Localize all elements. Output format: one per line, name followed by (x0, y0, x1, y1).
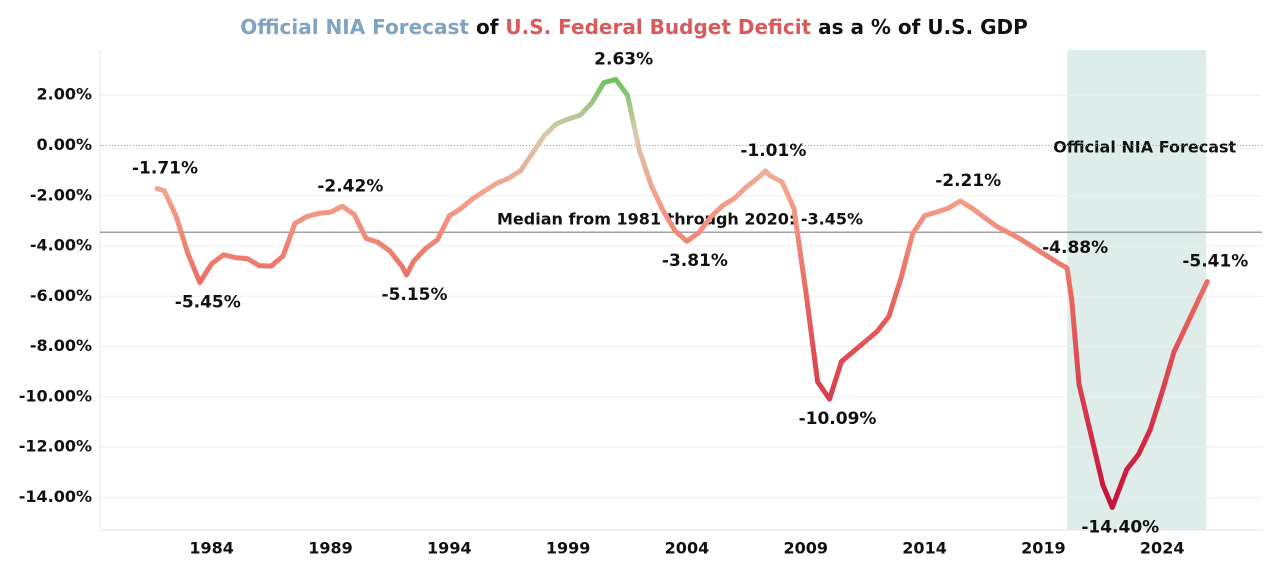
x-tick-label: 1989 (308, 539, 353, 558)
data-label: -1.01% (740, 141, 806, 161)
x-tick-label: 1999 (546, 539, 591, 558)
x-tick-label: 2009 (783, 539, 828, 558)
data-label: -14.40% (1081, 517, 1159, 537)
data-label: -10.09% (799, 409, 877, 429)
deficit-line (154, 76, 1210, 510)
y-tick-label: -4.00% (30, 236, 92, 255)
y-tick-label: 0.00% (36, 135, 92, 154)
data-label: -5.41% (1182, 251, 1248, 271)
data-label: -1.71% (132, 158, 198, 178)
y-tick-label: 2.00% (36, 85, 92, 104)
data-label: -5.45% (175, 292, 241, 312)
x-tick-label: 2019 (1021, 539, 1066, 558)
x-tick-label: 2014 (902, 539, 947, 558)
chart-title: Official NIA Forecast of U.S. Federal Bu… (240, 15, 1028, 39)
title-part: Official NIA Forecast (240, 15, 469, 39)
forecast-band (1067, 50, 1207, 530)
data-label: -2.21% (935, 171, 1001, 191)
title-part: as a % of U.S. GDP (811, 15, 1028, 39)
x-tick-label: 2024 (1140, 539, 1185, 558)
data-label: -4.88% (1042, 238, 1108, 258)
data-label: -5.15% (382, 285, 448, 305)
median-label: Median from 1981 through 2020: -3.45% (497, 210, 863, 229)
y-tick-label: -12.00% (19, 437, 92, 456)
data-label: -3.81% (662, 251, 728, 271)
y-tick-label: -8.00% (30, 336, 92, 355)
y-tick-label: -6.00% (30, 286, 92, 305)
y-tick-label: -2.00% (30, 185, 92, 204)
title-part: of (469, 15, 505, 39)
x-tick-label: 1994 (427, 539, 472, 558)
title-part: U.S. Federal Budget Deficit (505, 15, 811, 39)
forecast-label: Official NIA Forecast (1053, 138, 1236, 157)
x-tick-label: 1984 (189, 539, 234, 558)
x-tick-label: 2004 (665, 539, 710, 558)
y-tick-label: -14.00% (19, 487, 92, 506)
data-label: -2.42% (317, 176, 383, 196)
y-tick-label: -10.00% (19, 386, 92, 405)
data-label: 2.63% (594, 49, 653, 69)
